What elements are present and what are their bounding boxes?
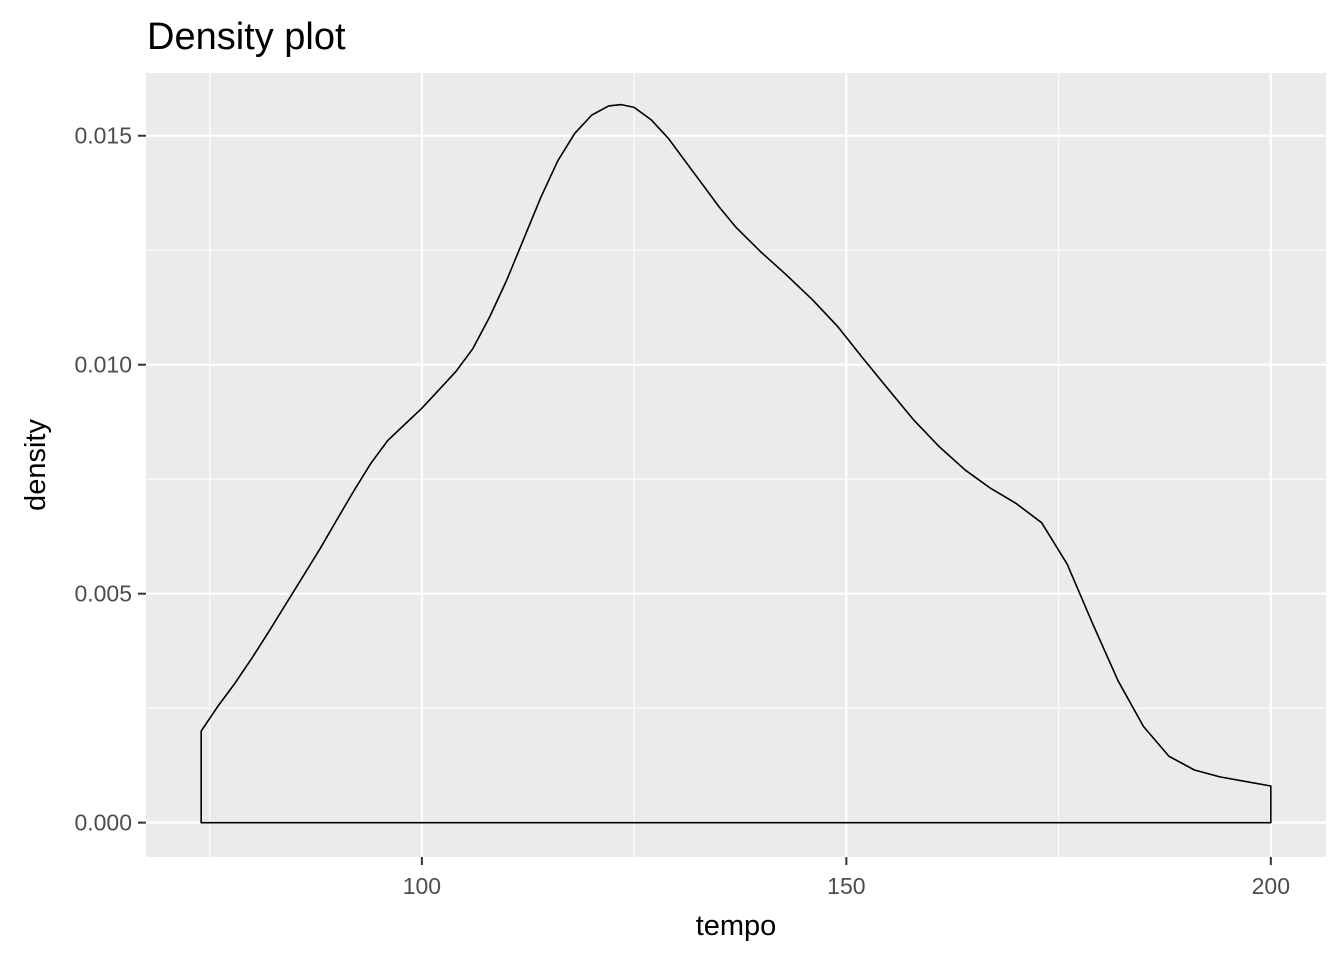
y-axis-title: density bbox=[20, 419, 52, 511]
density-curve bbox=[200, 103, 1272, 824]
x-tick-label: 100 bbox=[403, 873, 441, 899]
y-tick-label: 0.005 bbox=[74, 581, 132, 607]
y-axis: 0.000 0.005 0.010 0.015 bbox=[74, 123, 146, 836]
x-tick-label: 150 bbox=[827, 873, 865, 899]
y-tick-label: 0.010 bbox=[74, 352, 132, 378]
y-tick-label: 0.000 bbox=[74, 810, 132, 836]
x-axis-title: tempo bbox=[696, 910, 777, 942]
plot-panel bbox=[146, 73, 1326, 857]
density-layer bbox=[200, 103, 1272, 824]
chart-title: Density plot bbox=[147, 16, 346, 58]
x-axis: 100 150 200 bbox=[403, 857, 1290, 899]
minor-gridlines bbox=[146, 73, 1326, 857]
y-tick-label: 0.015 bbox=[74, 123, 132, 149]
x-tick-label: 200 bbox=[1252, 873, 1290, 899]
